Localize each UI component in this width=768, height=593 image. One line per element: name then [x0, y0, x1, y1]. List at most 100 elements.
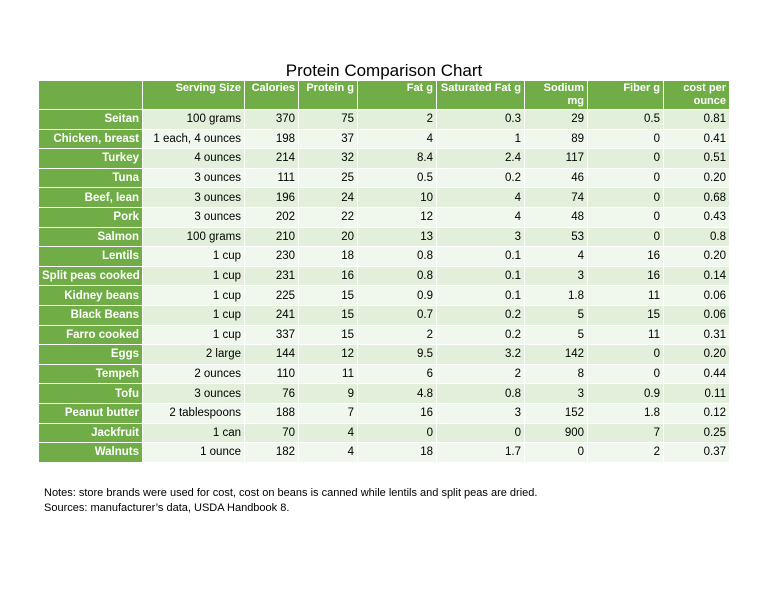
cell: 24	[298, 187, 358, 208]
row-label: Pork	[38, 206, 143, 228]
cell: 76	[244, 383, 299, 404]
table-body: Seitan 100 grams 370 75 2 0.3 29 0.5 0.81 Chicken…	[38, 109, 730, 463]
row-label: Jackfruit	[38, 422, 143, 444]
table-row: Tuna 3 ounces 111 25 0.5 0.2 46 0 0.20	[38, 167, 730, 189]
cell: 4.8	[357, 383, 437, 404]
cell: 2 ounces	[142, 363, 245, 385]
row-label: Tempeh	[38, 363, 143, 385]
row-label: Salmon	[38, 226, 143, 248]
cell: 3	[524, 265, 588, 287]
row-label: Black Beans	[38, 304, 143, 326]
cell: 1 cup	[142, 285, 245, 306]
cell: 6	[357, 363, 437, 385]
cell: 182	[244, 442, 299, 463]
cell: 0	[357, 422, 437, 444]
cell: 7	[298, 402, 358, 424]
cell: 1 cup	[142, 265, 245, 287]
cell: 0.44	[663, 363, 730, 385]
cell: 16	[357, 402, 437, 424]
cell: 0	[587, 344, 664, 365]
table-row: Chicken, breast 1 each, 4 ounces 198 37 4 1 89…	[38, 128, 730, 150]
cell: 0.20	[663, 344, 730, 365]
cell: 0.1	[436, 265, 525, 287]
table-row: Tofu 3 ounces 76 9 4.8 0.8 3 0.9 0.11	[38, 383, 730, 404]
table-row: Salmon 100 grams 210 20 13 3 53 0 0.8	[38, 226, 730, 248]
row-label: Peanut butter	[38, 402, 143, 424]
cell: 1 each, 4 ounces	[142, 128, 245, 150]
table-row: Walnuts 1 ounce 182 4 18 1.7 0 2 0.37	[38, 442, 730, 463]
cell: 0.25	[663, 422, 730, 444]
cell: 4	[436, 187, 525, 208]
cell: 225	[244, 285, 299, 306]
table-row: Beef, lean 3 ounces 196 24 10 4 74 0 0.68	[38, 187, 730, 208]
cell: 214	[244, 148, 299, 169]
cell: 29	[524, 109, 588, 130]
row-label: Kidney beans	[38, 285, 143, 306]
header-cell: Fat g	[357, 80, 437, 110]
cell: 13	[357, 226, 437, 248]
cell: 1	[436, 128, 525, 150]
cell: 0.06	[663, 285, 730, 306]
cell: 11	[587, 324, 664, 346]
cell: 0	[587, 363, 664, 385]
row-label: Farro cooked	[38, 324, 143, 346]
cell: 15	[587, 304, 664, 326]
cell: 89	[524, 128, 588, 150]
cell: 100 grams	[142, 109, 245, 130]
cell: 4	[298, 422, 358, 444]
cell: 117	[524, 148, 588, 169]
header-cell	[38, 80, 143, 110]
cell: 9.5	[357, 344, 437, 365]
table-row: Kidney beans 1 cup 225 15 0.9 0.1 1.8 11 0.06	[38, 285, 730, 306]
cell: 8.4	[357, 148, 437, 169]
cell: 3 ounces	[142, 167, 245, 189]
cell: 0	[436, 422, 525, 444]
cell: 0	[587, 187, 664, 208]
header-cell: Fiber g	[587, 80, 664, 110]
cell: 0.2	[436, 304, 525, 326]
cell: 188	[244, 402, 299, 424]
cell: 0	[587, 206, 664, 228]
cell: 370	[244, 109, 299, 130]
note: Notes: store brands were used for cost, …	[44, 487, 538, 499]
cell: 1 cup	[142, 304, 245, 326]
cell: 1 ounce	[142, 442, 245, 463]
cell: 0	[587, 167, 664, 189]
cell: 32	[298, 148, 358, 169]
cell: 0.11	[663, 383, 730, 404]
cell: 0.8	[436, 383, 525, 404]
cell: 0.9	[357, 285, 437, 306]
cell: 22	[298, 206, 358, 228]
cell: 111	[244, 167, 299, 189]
cell: 0.5	[357, 167, 437, 189]
cell: 7	[587, 422, 664, 444]
cell: 0.41	[663, 128, 730, 150]
cell: 10	[357, 187, 437, 208]
header-cell: Sodium mg	[524, 80, 588, 110]
cell: 0.31	[663, 324, 730, 346]
cell: 230	[244, 246, 299, 267]
cell: 0.8	[357, 246, 437, 267]
row-label: Eggs	[38, 344, 143, 365]
cell: 25	[298, 167, 358, 189]
cell: 0	[587, 226, 664, 248]
cell: 1 cup	[142, 324, 245, 346]
cell: 0.20	[663, 167, 730, 189]
cell: 1 can	[142, 422, 245, 444]
table-row: Lentils 1 cup 230 18 0.8 0.1 4 16 0.20	[38, 246, 730, 267]
note: Sources: manufacturer’s data, USDA Handb…	[44, 502, 290, 514]
cell: 1.8	[587, 402, 664, 424]
cell: 4	[298, 442, 358, 463]
cell: 2	[357, 324, 437, 346]
cell: 3.2	[436, 344, 525, 365]
cell: 0.3	[436, 109, 525, 130]
table-row: Seitan 100 grams 370 75 2 0.3 29 0.5 0.81	[38, 109, 730, 130]
cell: 70	[244, 422, 299, 444]
cell: 3	[436, 402, 525, 424]
row-label: Split peas cooked	[38, 265, 143, 287]
cell: 152	[524, 402, 588, 424]
cell: 15	[298, 285, 358, 306]
cell: 0.51	[663, 148, 730, 169]
cell: 1 cup	[142, 246, 245, 267]
row-label: Seitan	[38, 109, 143, 130]
